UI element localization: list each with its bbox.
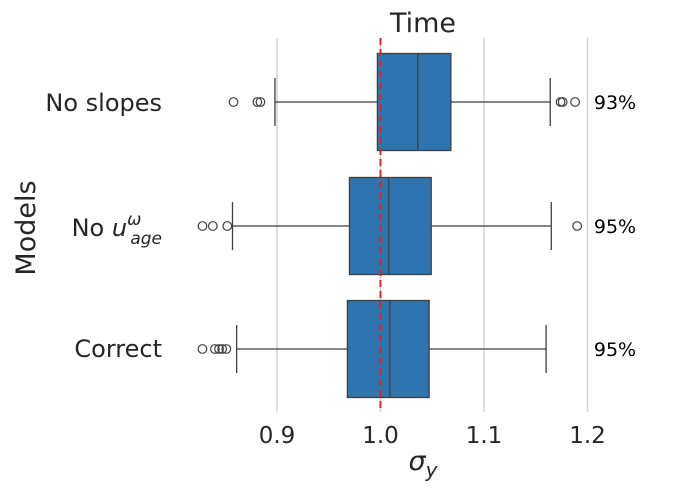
outlier-point [572, 221, 583, 231]
category-label-correct: Correct [74, 335, 162, 363]
outlier-point [222, 221, 233, 231]
outlier-point [197, 344, 208, 354]
outlier-point [217, 344, 228, 354]
coverage-labels: 93% 95% 95% [589, 88, 639, 363]
x-tick-label: 1.2 [569, 423, 606, 449]
x-tick-label: 1.1 [466, 423, 503, 449]
outlier-point [570, 97, 580, 107]
outlier-point [207, 221, 218, 231]
coverage-label: 95% [594, 339, 636, 361]
chart-title: Time [389, 8, 456, 39]
outlier-point [214, 344, 224, 354]
outlier-point [255, 97, 266, 107]
outlier-point [557, 97, 568, 107]
coverage-label: 95% [594, 216, 636, 238]
coverage-label-bg [589, 335, 639, 363]
y-axis-label: Models [11, 180, 42, 275]
coverage-label-bg [589, 88, 639, 116]
coverage-label-bg [589, 212, 639, 240]
outlier-point [209, 344, 220, 354]
outlier-point [555, 97, 566, 107]
category-label-no-slopes: No slopes [45, 89, 162, 117]
x-tick-label: 0.9 [259, 423, 296, 449]
outlier-point [197, 221, 208, 231]
box [348, 176, 432, 276]
box [346, 299, 430, 399]
box [376, 52, 452, 152]
coverage-label: 93% [594, 92, 636, 114]
x-tick-label: 1.0 [362, 423, 399, 449]
category-label-no-u-age: No uω age [72, 210, 162, 249]
outlier-point [252, 97, 263, 107]
box-series [197, 52, 583, 399]
x-tick-labels: 0.9 1.0 1.1 1.2 [259, 423, 606, 449]
x-axis-label: σy [409, 446, 439, 482]
outlier-point [221, 344, 232, 354]
outlier-point [228, 97, 239, 107]
